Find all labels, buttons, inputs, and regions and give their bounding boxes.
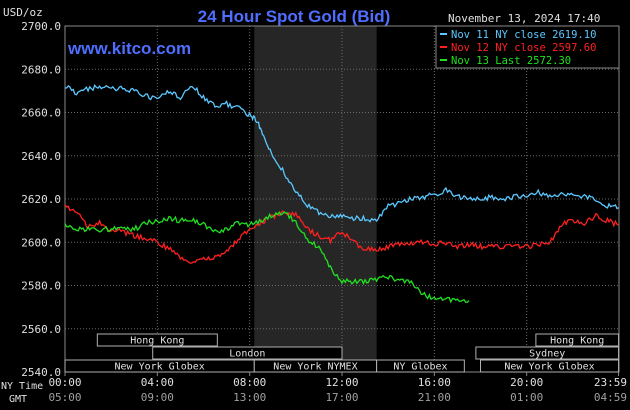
- session-label: NY Globex: [393, 362, 447, 373]
- series-line-2: [64, 204, 619, 264]
- legend-box: [435, 25, 620, 69]
- session-box: [152, 346, 343, 360]
- x-tick-label-gmt: 09:00: [141, 391, 174, 404]
- session-label: Hong Kong: [550, 336, 604, 347]
- price-series: [64, 83, 619, 304]
- x-tick-label-gmt: 13:00: [233, 391, 266, 404]
- watermark: www.kitco.com: [67, 39, 191, 58]
- y-axis: 2700.0 2680.0 2660.0 2640.0 2620.0 2600.0 2580…: [21, 20, 61, 379]
- x-axis: 00:00 05:00 04:00 09:00 08:00 13:00 12:00 17:00…: [48, 372, 627, 404]
- series-line-3: [64, 211, 470, 304]
- gmt-row-label: GMT: [9, 394, 27, 405]
- session-box: [376, 359, 465, 373]
- chart-title: 24 Hour Spot Gold (Bid): [198, 7, 391, 26]
- market-sessions: Hong Kong Hong Kong London Sydney New York G…: [64, 333, 620, 373]
- x-tick-label-ny: 16:00: [418, 376, 451, 389]
- x-tick-label-ny: 00:00: [48, 376, 81, 389]
- series-line-1: [64, 83, 619, 223]
- x-tick-label-ny: 23:59: [594, 376, 627, 389]
- y-tick-label: 2640.0: [21, 150, 61, 163]
- timestamp: November 13, 2024 17:40: [448, 12, 600, 25]
- session-label: New York Globex: [504, 362, 594, 373]
- legend-entry: Nov 13 Last 2572.30: [451, 55, 571, 67]
- x-tick-label-ny: 04:00: [141, 376, 174, 389]
- session-label: Hong Kong: [130, 336, 184, 347]
- y-tick-label: 2540.0: [21, 366, 61, 379]
- session-label: New York NYMEX: [273, 362, 357, 373]
- y-axis-unit-label: USD/oz: [3, 6, 43, 19]
- y-tick-label: 2680.0: [21, 63, 61, 76]
- x-tick-label-gmt: 04:59: [594, 391, 627, 404]
- x-tick-label-gmt: 05:00: [48, 391, 81, 404]
- session-label: London: [229, 349, 265, 360]
- session-box: [475, 346, 620, 360]
- x-tick-label-ny: 08:00: [233, 376, 266, 389]
- y-tick-label: 2700.0: [21, 20, 61, 33]
- y-tick-label: 2600.0: [21, 236, 61, 249]
- session-box: [535, 333, 620, 347]
- x-tick-label-gmt: 17:00: [325, 391, 358, 404]
- y-tick-label: 2620.0: [21, 193, 61, 206]
- x-tick-label-gmt: 01:00: [510, 391, 543, 404]
- x-tick-label-gmt: 21:00: [418, 391, 451, 404]
- session-box: [96, 333, 218, 347]
- x-tick-label-ny: 12:00: [325, 376, 358, 389]
- session-label: Sydney: [529, 349, 565, 360]
- y-tick-label: 2560.0: [21, 323, 61, 336]
- ny-time-row-label: NY Time: [1, 381, 43, 392]
- session-label: New York Globex: [114, 362, 204, 373]
- y-tick-label: 2660.0: [21, 107, 61, 120]
- legend-entry: Nov 11 NY close 2619.10: [451, 29, 596, 41]
- legend-entry: Nov 12 NY close 2597.60: [451, 42, 596, 54]
- y-tick-label: 2580.0: [21, 280, 61, 293]
- session-box: [480, 359, 620, 373]
- x-tick-label-ny: 20:00: [510, 376, 543, 389]
